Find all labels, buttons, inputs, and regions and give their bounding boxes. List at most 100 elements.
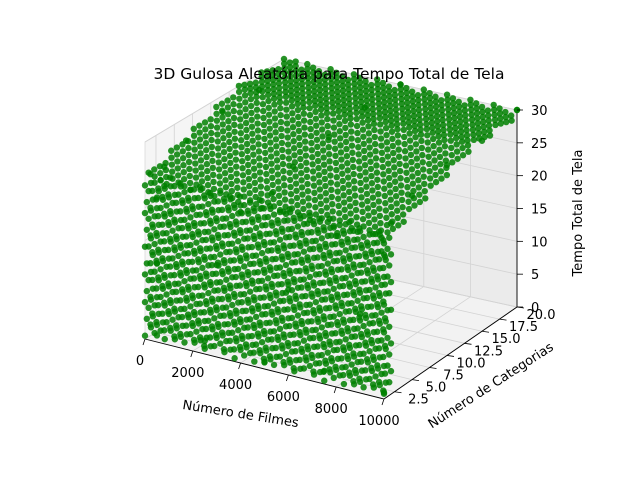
data-point bbox=[249, 252, 256, 260]
data-point bbox=[442, 150, 449, 157]
data-point bbox=[161, 163, 168, 171]
data-point bbox=[300, 104, 307, 111]
data-point bbox=[234, 184, 241, 191]
data-point bbox=[374, 85, 381, 93]
data-point bbox=[247, 95, 255, 103]
data-point bbox=[333, 74, 340, 81]
data-point bbox=[381, 99, 388, 106]
data-point bbox=[265, 111, 273, 118]
data-point bbox=[185, 197, 192, 204]
data-point bbox=[362, 376, 370, 383]
data-point bbox=[267, 294, 274, 302]
data-points bbox=[141, 55, 521, 397]
data-point bbox=[464, 142, 472, 149]
data-point bbox=[341, 206, 348, 213]
data-point bbox=[315, 352, 322, 359]
data-point bbox=[286, 209, 294, 216]
data-point bbox=[277, 105, 284, 112]
data-point bbox=[301, 131, 308, 138]
data-point bbox=[255, 305, 262, 313]
data-point bbox=[362, 287, 370, 294]
data-point bbox=[233, 338, 240, 345]
data-point bbox=[364, 242, 372, 249]
data-point bbox=[203, 273, 210, 280]
data-point bbox=[257, 233, 264, 240]
data-point bbox=[257, 322, 264, 329]
data-point bbox=[247, 85, 254, 92]
data-point bbox=[376, 231, 383, 238]
data-point bbox=[199, 264, 206, 272]
data-point bbox=[220, 148, 228, 156]
data-point bbox=[208, 150, 216, 158]
data-point bbox=[240, 186, 247, 193]
data-point bbox=[255, 134, 262, 141]
z-axis-label: Tempo Total de Tela bbox=[571, 150, 586, 278]
data-point bbox=[323, 105, 330, 112]
data-point bbox=[319, 133, 326, 140]
data-point bbox=[141, 243, 149, 250]
data-point bbox=[326, 165, 334, 172]
data-point bbox=[305, 94, 313, 101]
data-point bbox=[427, 104, 434, 112]
data-point bbox=[353, 122, 361, 130]
data-point bbox=[143, 226, 151, 233]
data-point bbox=[282, 350, 290, 358]
data-point bbox=[389, 225, 397, 233]
data-point bbox=[436, 146, 443, 153]
data-point bbox=[334, 266, 342, 273]
data-point bbox=[227, 346, 234, 353]
data-point bbox=[292, 72, 300, 79]
data-point bbox=[285, 148, 292, 155]
data-point bbox=[161, 185, 168, 192]
data-point bbox=[382, 256, 389, 264]
data-point bbox=[322, 182, 329, 190]
x-tick-label: 4000 bbox=[219, 378, 252, 393]
data-point bbox=[342, 247, 349, 254]
data-point bbox=[429, 129, 436, 136]
data-point bbox=[147, 207, 155, 214]
data-point bbox=[352, 199, 359, 207]
data-point bbox=[415, 176, 422, 184]
data-point bbox=[383, 139, 391, 146]
data-point bbox=[151, 240, 158, 248]
data-point bbox=[380, 273, 388, 281]
data-point bbox=[327, 252, 334, 259]
data-point bbox=[409, 103, 417, 110]
data-point bbox=[293, 91, 301, 98]
data-point bbox=[185, 225, 192, 232]
data-point bbox=[209, 157, 216, 165]
data-point bbox=[327, 224, 334, 232]
data-point bbox=[387, 107, 394, 115]
data-point bbox=[334, 355, 342, 362]
data-point bbox=[417, 126, 424, 133]
data-point bbox=[202, 140, 210, 147]
data-point bbox=[157, 170, 164, 177]
data-point bbox=[238, 143, 245, 151]
data-point bbox=[255, 333, 262, 340]
data-point bbox=[380, 178, 387, 185]
data-point bbox=[354, 297, 361, 304]
data-point bbox=[329, 208, 336, 215]
data-point bbox=[246, 260, 254, 268]
data-point bbox=[441, 136, 448, 144]
data-point bbox=[229, 301, 236, 309]
data-point bbox=[153, 321, 161, 329]
data-point bbox=[193, 211, 200, 219]
data-point bbox=[395, 139, 402, 146]
data-point bbox=[315, 318, 322, 326]
data-point bbox=[384, 153, 392, 160]
data-point bbox=[384, 334, 391, 342]
data-point bbox=[404, 104, 411, 111]
data-point bbox=[405, 119, 413, 126]
data-point bbox=[318, 296, 326, 303]
data-point bbox=[355, 151, 362, 158]
data-point bbox=[236, 109, 244, 116]
data-point bbox=[397, 81, 404, 88]
data-point bbox=[421, 187, 428, 195]
data-point bbox=[294, 96, 301, 103]
data-point bbox=[358, 306, 366, 313]
data-point bbox=[271, 101, 278, 108]
data-point bbox=[453, 134, 460, 142]
data-point bbox=[267, 267, 274, 274]
data-point bbox=[296, 134, 303, 142]
